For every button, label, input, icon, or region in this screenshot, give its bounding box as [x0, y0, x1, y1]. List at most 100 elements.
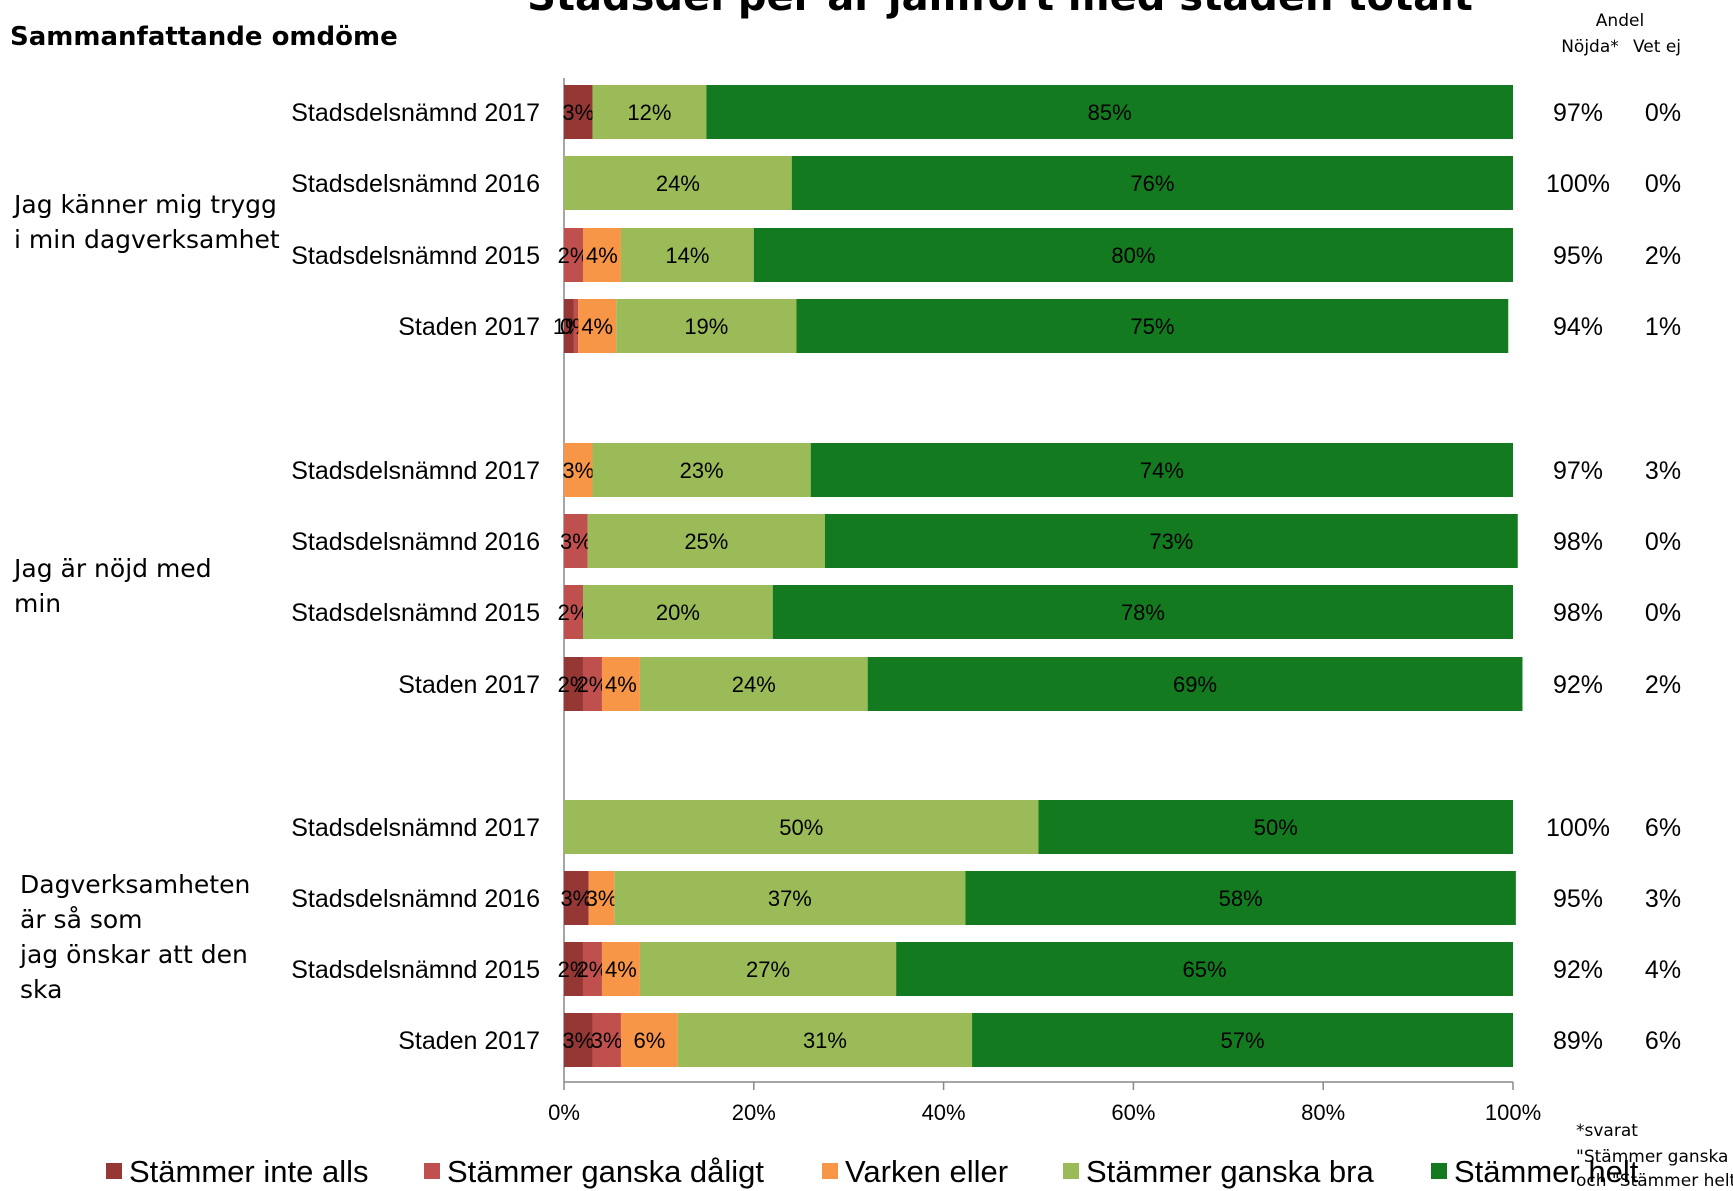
unknown-value: 1%: [1645, 313, 1681, 341]
row-label: Stadsdelsnämnd 2016: [291, 528, 540, 556]
unknown-value: 0%: [1645, 599, 1681, 627]
x-tick-label: 80%: [1301, 1100, 1345, 1125]
bar-segment: [582, 942, 602, 996]
legend-label: Varken eller: [845, 1154, 1008, 1189]
unknown-value: 0%: [1645, 170, 1681, 198]
bar-segment: [564, 156, 792, 210]
unknown-value: 0%: [1645, 99, 1681, 127]
row-label: Stadsdelsnämnd 2016: [291, 885, 540, 913]
row-label: Stadsdelsnämnd 2016: [291, 170, 540, 198]
group-label: Dagverksamheten är så som jag önskar att d…: [19, 870, 250, 1004]
row-label: Stadsdelsnämnd 2015: [291, 242, 540, 270]
unknown-value: 0%: [1645, 528, 1681, 556]
bar-segment: [616, 299, 797, 353]
bar-segment: [564, 800, 1039, 854]
data-label: 14%: [665, 243, 709, 268]
row-label: Stadsdelsnämnd 2017: [291, 99, 540, 127]
data-label: 57%: [1221, 1028, 1265, 1053]
satisfied-value: 95%: [1553, 885, 1603, 913]
bar-segment: [867, 657, 1523, 711]
bar-segment: [564, 871, 589, 925]
legend-swatch: [106, 1163, 122, 1179]
bar-segment: [564, 85, 593, 139]
bar-segment: [677, 1013, 973, 1067]
data-label: 6%: [634, 1028, 666, 1053]
data-label: 27%: [746, 957, 790, 982]
legend-swatch: [822, 1163, 838, 1179]
satisfied-value: 100%: [1546, 170, 1610, 198]
bar-segment: [1038, 800, 1513, 854]
group-label: Jag är nöjd med min: [12, 554, 212, 618]
data-label: 58%: [1219, 886, 1263, 911]
satisfied-value: 97%: [1553, 99, 1603, 127]
data-label: 85%: [1088, 100, 1132, 125]
data-label: 3%: [560, 529, 592, 554]
data-label: 4%: [581, 314, 613, 339]
legend-swatch: [1431, 1163, 1447, 1179]
unknown-value: 6%: [1645, 814, 1681, 842]
x-tick-label: 40%: [922, 1100, 966, 1125]
data-label: 75%: [1130, 314, 1174, 339]
unknown-value: 4%: [1645, 956, 1681, 984]
bar-segment: [564, 228, 583, 282]
satisfied-value: 98%: [1553, 599, 1603, 627]
satisfied-value: 100%: [1546, 814, 1610, 842]
row-label: Stadsdelsnämnd 2015: [291, 956, 540, 984]
x-tick-label: 0%: [548, 1100, 580, 1125]
data-label: 74%: [1140, 458, 1184, 483]
bar-segment: [601, 942, 640, 996]
data-label: 37%: [768, 886, 812, 911]
data-label: 76%: [1130, 171, 1174, 196]
data-label: 78%: [1121, 600, 1165, 625]
legend-label: Stämmer inte alls: [129, 1154, 368, 1189]
bar-segment: [582, 585, 773, 639]
bar-segment: [564, 443, 593, 497]
bar-segment: [810, 443, 1513, 497]
data-label: 3%: [562, 100, 594, 125]
bar-segment: [578, 299, 617, 353]
bar-segment: [772, 585, 1513, 639]
legend-label: Stämmer ganska dåligt: [447, 1154, 764, 1189]
bar-segment: [564, 942, 583, 996]
data-label: 3%: [562, 458, 594, 483]
bar-segment: [796, 299, 1509, 353]
bar-segment: [564, 299, 574, 353]
data-label: 69%: [1173, 672, 1217, 697]
bar-segment: [620, 228, 754, 282]
data-label: 3%: [560, 886, 592, 911]
footnote: *svarat"Stämmer ganska bra"och "Stämmer …: [1576, 1121, 1733, 1191]
legend-swatch: [424, 1163, 440, 1179]
data-label: 4%: [605, 672, 637, 697]
row-label: Stadsdelsnämnd 2015: [291, 599, 540, 627]
bar-segment: [614, 871, 966, 925]
x-tick-label: 20%: [732, 1100, 776, 1125]
bar-segment: [592, 1013, 621, 1067]
data-label: 19%: [684, 314, 728, 339]
data-label: 24%: [732, 672, 776, 697]
bar-segment: [592, 443, 811, 497]
bar-segment: [972, 1013, 1513, 1067]
column-header-unknown: Vet ej: [1633, 37, 1681, 57]
data-label: 80%: [1111, 243, 1155, 268]
column-header-satisfied: Nöjda*: [1561, 37, 1619, 57]
data-label: 4%: [605, 957, 637, 982]
satisfied-value: 89%: [1553, 1027, 1603, 1055]
data-label: 50%: [779, 815, 823, 840]
bar-segment: [896, 942, 1513, 996]
bar-segment: [564, 1013, 593, 1067]
data-label: 23%: [680, 458, 724, 483]
bar-segment: [564, 657, 583, 711]
data-label: 3%: [562, 1028, 594, 1053]
bar-segment: [639, 657, 868, 711]
satisfied-value: 95%: [1553, 242, 1603, 270]
data-label: 65%: [1183, 957, 1227, 982]
satisfied-value: 92%: [1553, 671, 1603, 699]
row-label: Staden 2017: [398, 313, 540, 341]
bar-segment: [582, 228, 621, 282]
data-label: 3%: [586, 886, 618, 911]
chart-subtitle: Sammanfattande omdöme: [10, 22, 398, 52]
unknown-value: 2%: [1645, 242, 1681, 270]
satisfied-value: 92%: [1553, 956, 1603, 984]
bar-segment: [582, 657, 602, 711]
